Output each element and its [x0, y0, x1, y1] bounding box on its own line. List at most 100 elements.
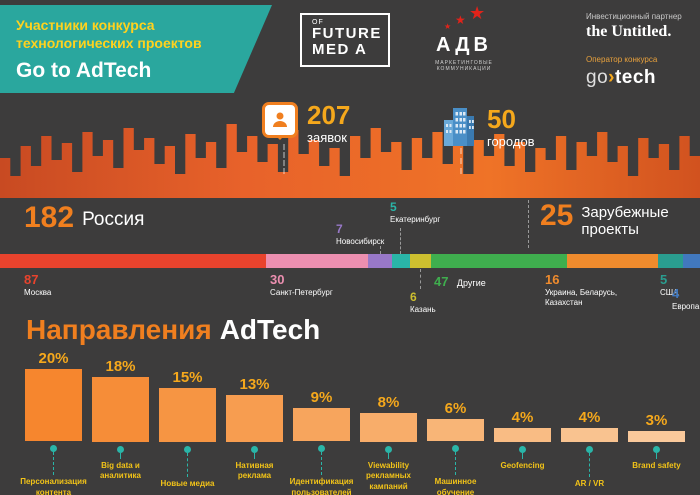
future-media-logo: OF FUTURE MED A — [300, 13, 390, 67]
bar-category-label: Персонализация контента — [20, 477, 87, 495]
kazan-name: Казань — [410, 305, 436, 314]
label-connector-line — [120, 453, 121, 459]
others-name: Другие — [456, 278, 486, 288]
cities-stat: 50 городов — [440, 106, 535, 149]
adtech-bar-column: 6% Машинное обучение — [427, 350, 484, 495]
bar — [159, 388, 216, 442]
adv-stars-icon: ★ ★ ★ — [444, 3, 486, 31]
usa-count: 5 — [660, 272, 668, 287]
bar — [561, 427, 618, 442]
adtech-bar-column: 8% Viewability рекламных кампаний — [360, 350, 417, 495]
kazan-callout: 6 Казань — [410, 290, 436, 315]
moscow-count: 87 — [24, 272, 39, 287]
city-skyline — [0, 124, 700, 198]
axis-dot-icon — [452, 444, 459, 452]
label-connector-line — [522, 453, 523, 459]
label-connector-line — [656, 453, 657, 459]
city-bar-segment — [409, 254, 431, 268]
bar-category-label: Viewability рекламных кампаний — [366, 461, 411, 491]
bar-category-label: Нативная реклама — [235, 461, 274, 481]
axis-dot-icon — [50, 445, 57, 452]
bar-category-label: AR / VR — [574, 479, 605, 488]
bar-category-label: Brand safety — [632, 461, 681, 470]
kazan-count: 6 — [410, 290, 417, 304]
novosibirsk-count: 7 — [336, 222, 343, 236]
axis-dot-icon — [385, 446, 392, 453]
bar — [360, 413, 417, 442]
bar-category-label: Новые медиа — [160, 479, 215, 488]
europe-label: 4 Европа — [672, 286, 699, 312]
adtech-bar-column: 3% Brand safety — [628, 350, 685, 495]
russia-label: Россия — [82, 209, 145, 230]
section-title-part1: Направления — [26, 314, 212, 345]
applications-label: заявок — [307, 130, 347, 145]
adtech-chart: 20% Персонализация контента 18% Big data и … — [20, 350, 695, 495]
bar-category-label: Машинное обучение — [434, 477, 477, 495]
adtech-bar-column: 9% Идентификация пользователей — [290, 350, 354, 495]
bar-percent-label: 18% — [105, 358, 136, 376]
axis-dot-icon — [184, 446, 191, 453]
adtech-bar-column: 20% Персонализация контента — [20, 350, 87, 495]
bar — [92, 377, 149, 442]
novosibirsk-connector — [380, 246, 381, 254]
investment-partner-label: Инвестиционный партнер — [586, 12, 682, 21]
bar-percent-label: 8% — [377, 394, 400, 412]
banner-title: Go to AdTech — [16, 59, 152, 83]
geography-section: 182 Россия 25 Зарубежные проекты 5 Екате… — [0, 198, 700, 314]
adtech-bar-column: 4% Geofencing — [494, 350, 551, 495]
cities-connector-line — [460, 148, 462, 174]
axis-dot-icon — [586, 446, 593, 453]
foreign-count: 25 — [540, 199, 574, 232]
kazan-connector — [420, 269, 421, 289]
foreign-label: Зарубежные проекты — [581, 204, 669, 239]
operator-label: Оператор конкурса — [586, 55, 658, 64]
foreign-stat: 25 Зарубежные проекты — [540, 199, 686, 239]
city-bar-segment — [0, 254, 266, 268]
bar — [494, 427, 551, 442]
applications-connector-line — [283, 144, 285, 174]
bar-percent-label: 20% — [38, 350, 69, 367]
bar-percent-label: 3% — [645, 412, 668, 430]
bar — [293, 408, 350, 441]
bar-category-label: Big data и аналитика — [99, 461, 142, 481]
skyline-section: 207 заявок 5 — [0, 98, 700, 198]
applications-count: 207 — [307, 100, 351, 130]
moscow-label: 87 Москва — [24, 272, 51, 298]
city-bar-segment — [567, 254, 658, 268]
gotech-logo-go: go — [586, 67, 609, 88]
bar — [628, 431, 685, 442]
city-bar-segment — [430, 254, 567, 268]
spb-label: 30 Санкт-Петербург — [270, 272, 333, 298]
title-banner: Участники конкурса технологических проек… — [0, 5, 272, 93]
label-connector-line — [53, 452, 54, 476]
person-icon — [273, 112, 287, 127]
city-bar-segment — [682, 254, 700, 268]
city-bar-segment — [392, 254, 410, 268]
city-bar-segment — [266, 254, 368, 268]
adtech-bar-column: 15% Новые медиа — [159, 350, 216, 495]
label-connector-line — [388, 453, 389, 459]
ekaterinburg-name: Екатеринбург — [390, 215, 441, 224]
spb-count: 30 — [270, 272, 285, 287]
bar — [427, 419, 484, 441]
russia-count: 182 — [24, 201, 75, 234]
ekaterinburg-count: 5 — [390, 200, 397, 214]
axis-dot-icon — [251, 446, 258, 453]
europe-count: 4 — [672, 286, 680, 301]
adtech-section-title: Направления AdTech — [26, 314, 700, 346]
others-label: 47 Другие — [434, 272, 486, 292]
label-connector-line — [589, 453, 590, 477]
future-media-logo-line1: FUTURE — [312, 25, 382, 43]
others-count: 47 — [434, 274, 449, 289]
label-connector-line — [455, 451, 456, 476]
bar — [226, 395, 283, 442]
adv-logo-tagline: МАРКЕТИНГОВЫЕ КОММУНИКАЦИИ — [435, 60, 493, 72]
bar — [25, 369, 82, 441]
spb-name: Санкт-Петербург — [270, 288, 333, 298]
bar-category-label: Идентификация пользователей — [289, 477, 354, 495]
usa-name: США — [660, 288, 679, 298]
city-bar-segment — [367, 254, 392, 268]
axis-dot-icon — [117, 446, 124, 453]
bar-percent-label: 6% — [444, 400, 467, 417]
